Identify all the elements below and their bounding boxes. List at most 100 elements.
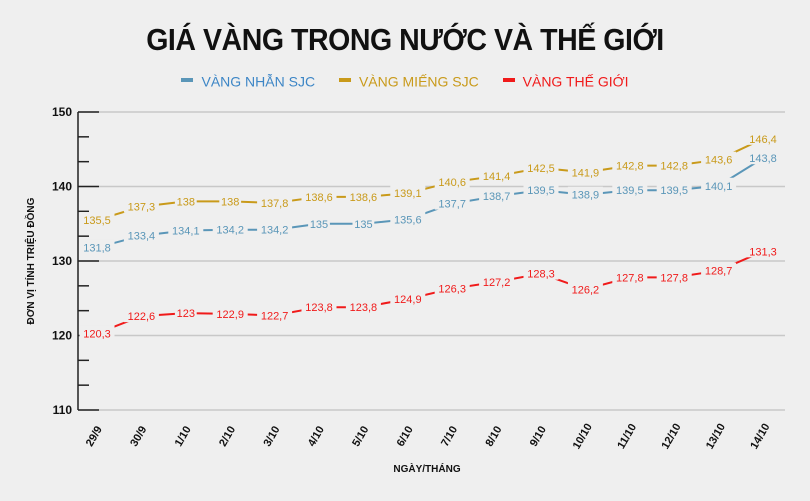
label-bg — [301, 299, 337, 314]
label-bg — [745, 130, 781, 145]
label-bg — [523, 265, 559, 280]
label-bg — [79, 239, 115, 254]
label-bg — [390, 290, 426, 305]
x-tick-label: 14/10 — [748, 422, 772, 452]
data-label: 138,9 — [572, 190, 600, 202]
data-label: 140,1 — [705, 181, 733, 193]
x-tick-label: 5/10 — [350, 424, 371, 449]
label-bg — [434, 174, 470, 189]
legend-item-vang-mieng-sjc: VÀNG MIẾNG SJC — [338, 72, 479, 89]
x-tick-label: 6/10 — [395, 424, 416, 449]
legend-item-vang-the-gioi: VÀNG THẾ GIỚI — [502, 72, 629, 90]
label-bg — [390, 211, 426, 226]
label-bg — [79, 325, 115, 340]
label-bg — [567, 281, 603, 296]
x-tick-label: 10/10 — [571, 422, 595, 452]
y-tick-label: 140 — [52, 180, 72, 194]
legend-swatch-icon — [181, 78, 194, 83]
label-bg — [701, 262, 737, 277]
label-bg — [352, 215, 375, 230]
y-tick-label: 120 — [52, 329, 72, 343]
data-label: 135 — [310, 219, 328, 231]
data-label: 127,8 — [660, 272, 688, 284]
series-0: 131,8 133,4 134,1 134,2 134,2 135 135 135,6 137,… — [79, 150, 781, 255]
x-tick-label: 13/10 — [704, 422, 728, 452]
data-label: 134,2 — [216, 225, 244, 237]
label-bg — [479, 168, 515, 183]
data-label: 135,6 — [394, 214, 422, 226]
data-label: 135 — [354, 219, 372, 231]
x-tick-label: 2/10 — [217, 424, 238, 449]
label-bg — [656, 269, 692, 284]
data-label: 138,7 — [483, 191, 511, 203]
label-bg — [612, 157, 648, 172]
x-tick-label: 1/10 — [173, 424, 194, 449]
x-tick-label: 7/10 — [439, 424, 460, 449]
x-axis-title: NGÀY/THÁNG — [393, 462, 460, 475]
legend-label: VÀNG NHẪN SJC — [201, 73, 316, 90]
data-label: 143,6 — [705, 155, 733, 167]
data-label: 137,7 — [438, 199, 466, 211]
data-label: 143,8 — [749, 153, 777, 165]
data-label: 131,8 — [83, 243, 111, 255]
series-2: 120,3 122,6 123 122,9 122,7 123,8 123,8 124,9 12… — [79, 243, 781, 340]
data-label: 142,5 — [527, 163, 555, 175]
data-label: 123,8 — [350, 302, 378, 314]
label-bg — [345, 299, 381, 314]
label-bg — [174, 305, 197, 320]
y-tick-label: 150 — [52, 105, 72, 119]
label-bg — [123, 308, 159, 323]
data-label: 138,6 — [305, 192, 333, 204]
data-label: 122,6 — [128, 311, 156, 323]
label-bg — [612, 269, 648, 284]
data-label: 126,2 — [572, 284, 600, 296]
label-bg — [434, 280, 470, 295]
gridlines: 110 120 130 140 150 — [52, 105, 785, 417]
legend-label: VÀNG THẾ GIỚI — [522, 73, 629, 90]
x-axis-labels: 29/9 30/9 1/10 2/10 3/10 4/10 5/10 6/10 7/10 8/10… — [84, 422, 773, 452]
label-bg — [479, 273, 515, 288]
label-bg — [79, 212, 115, 227]
x-tick-label: 30/9 — [128, 424, 149, 449]
label-bg — [257, 307, 293, 322]
data-label: 134,1 — [172, 225, 200, 237]
x-tick-label: 12/10 — [660, 422, 684, 452]
label-bg — [434, 195, 470, 210]
label-bg — [345, 188, 381, 203]
x-tick-label: 3/10 — [261, 424, 282, 449]
legend-swatch-icon — [338, 78, 351, 83]
data-label: 126,3 — [438, 284, 466, 296]
label-bg — [745, 150, 781, 165]
x-tick-label: 29/9 — [84, 424, 105, 449]
label-bg — [123, 227, 159, 242]
series-line — [96, 157, 764, 249]
data-label: 123,8 — [305, 302, 333, 314]
data-label: 137,3 — [128, 202, 156, 214]
data-label: 128,3 — [527, 269, 555, 281]
x-tick-label: 11/10 — [615, 422, 639, 451]
label-bg — [212, 221, 248, 236]
label-bg — [257, 194, 293, 209]
data-label: 140,6 — [438, 177, 466, 189]
data-label: 120,3 — [83, 328, 111, 340]
label-bg — [301, 188, 337, 203]
data-label: 122,9 — [216, 309, 244, 321]
label-bg — [123, 198, 159, 213]
series-line — [96, 250, 764, 335]
data-label: 124,9 — [394, 294, 422, 306]
legend-swatch-icon — [502, 78, 515, 83]
label-bg — [390, 185, 426, 200]
label-bg — [567, 164, 603, 179]
data-label: 138 — [177, 196, 195, 208]
data-label: 137,8 — [261, 198, 289, 210]
y-tick-label: 110 — [53, 403, 73, 417]
label-bg — [745, 243, 781, 258]
label-bg — [174, 193, 197, 208]
x-tick-label: 4/10 — [306, 424, 327, 449]
data-label: 122,7 — [261, 310, 289, 322]
x-tick-label: 8/10 — [483, 424, 504, 449]
data-label: 127,2 — [483, 277, 511, 289]
label-bg — [567, 186, 603, 201]
label-bg — [219, 193, 242, 208]
